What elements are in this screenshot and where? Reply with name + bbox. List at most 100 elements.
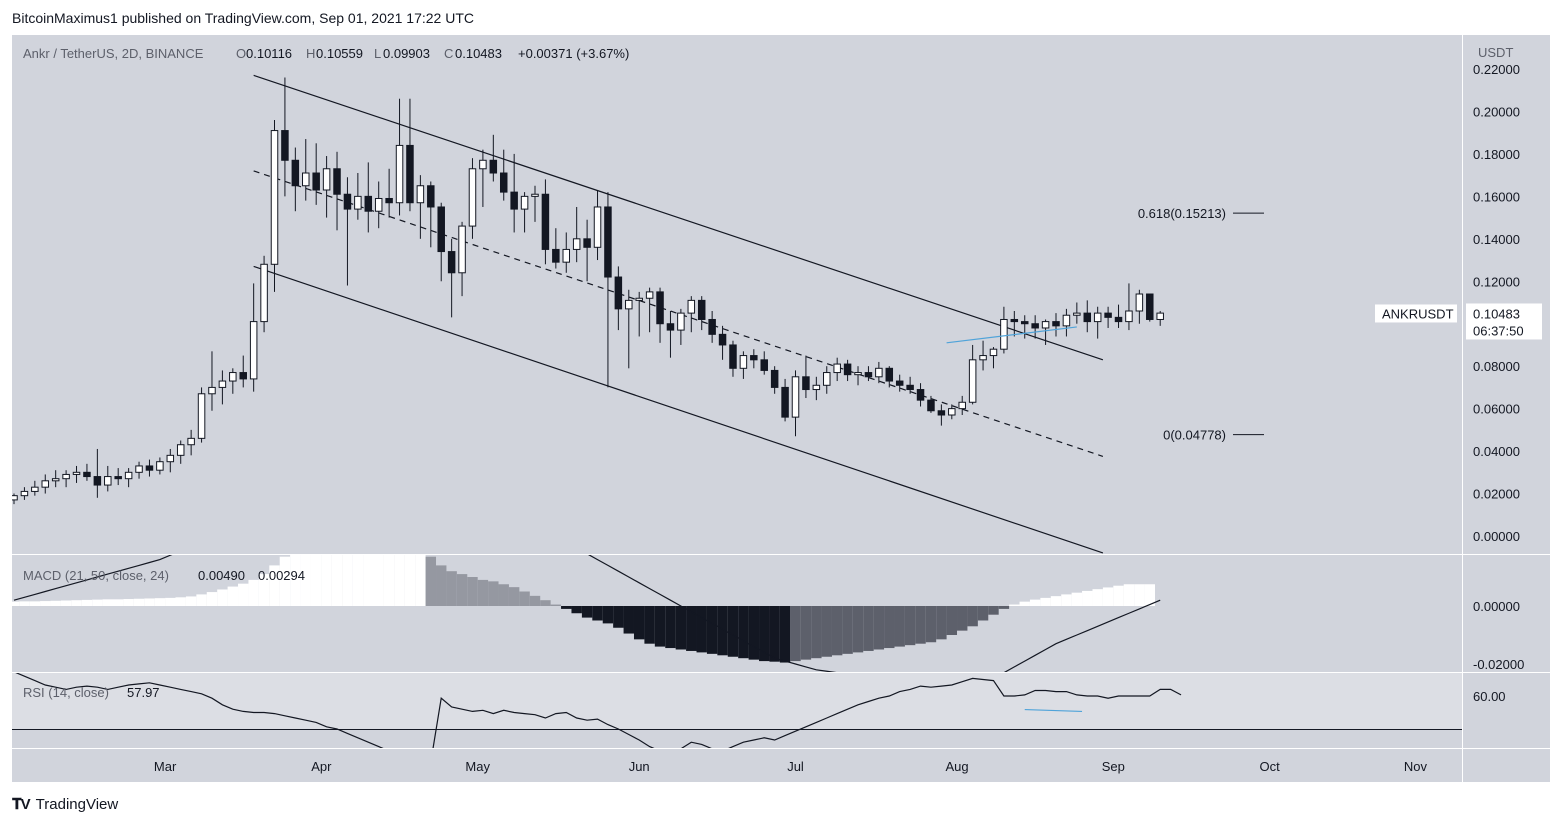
candle-body [875,367,883,378]
macd-histogram-bar [425,556,437,606]
candle-body [885,367,894,382]
candle-body [374,197,383,212]
candle-body [322,168,331,191]
fib-level-label: 0(0.04778) [1163,428,1226,443]
candle-body [760,359,768,371]
candle-body [687,299,696,314]
candle-body [62,473,70,480]
macd-histogram-bar [759,606,770,662]
price-tick-label: 0.18000 [1473,147,1520,162]
candle-body [968,359,977,403]
candle-body [1031,323,1039,329]
price-axis: 0.22000 0.20000 0.18000 0.16000 0.14000 0.120… [1375,62,1542,704]
candle-body [302,172,310,187]
macd-histogram-bar [331,555,343,606]
candle-body [677,312,685,331]
macd-histogram-bar [81,599,93,606]
macd-histogram-bar [894,606,905,647]
candle-body [72,471,81,475]
candle-body [166,454,175,463]
price-tick-label: 0.04000 [1473,444,1520,459]
macd-histogram-bar [154,598,166,606]
candle-body [249,321,258,380]
macd-histogram-bar [811,606,822,659]
macd-axis-label: -0.02000 [1473,657,1524,672]
time-tick-label: Jul [787,759,804,774]
macd-histogram-bar [727,606,739,657]
time-axis-bg [12,748,1462,782]
macd-histogram-bar [1040,597,1051,606]
macd-histogram-bar [581,606,593,618]
candle-body [416,185,425,204]
candle-body [312,172,320,191]
price-tick-label: 0.06000 [1473,402,1520,417]
tradingview-logo-icon: 𝐓V [12,796,31,813]
candle-body [229,372,237,382]
candle-body [718,333,727,346]
candle-body [333,168,341,195]
macd-histogram-bar [592,606,603,621]
macd-legend-signal: 0.00294 [258,568,305,583]
macd-histogram-bar [748,606,760,660]
candle-body [750,355,758,361]
candle-body [1052,321,1060,327]
candle-body [447,251,456,274]
candle-body [176,444,185,456]
rsi-line [15,673,1182,748]
macd-histogram-bar [946,606,958,635]
macd-histogram-bar [1029,599,1041,606]
candle-body [156,461,164,471]
time-tick-label: Oct [1259,759,1280,774]
candle-body [510,191,518,210]
macd-histogram-bar [279,556,291,606]
candle-body [458,225,466,274]
macd-histogram-bar [1082,590,1093,606]
candle-body [479,159,487,170]
candle-body [937,410,946,416]
rsi-legend-value: 57.97 [127,685,160,700]
macd-histogram-bar [477,579,489,606]
candle-body [197,393,206,439]
candle-body [927,399,935,412]
macd-histogram-bar [92,599,103,606]
candle-body [1125,310,1133,323]
candle-body [812,384,821,391]
macd-histogram-bar [696,606,707,653]
candle-body [1000,318,1008,350]
rsi-band-bg [12,673,1462,729]
candle-body [281,130,289,161]
time-tick-label: May [465,759,490,774]
candle-body [364,195,373,212]
candle-body [208,386,216,395]
macd-histogram-bar [227,586,239,606]
price-plot: 0.618(0.15213) 0(0.04778) [12,74,1264,554]
macd-histogram-bar [665,606,676,649]
macd-histogram-bar [769,606,780,662]
candle-body [1062,314,1071,327]
candle-body [1146,293,1154,320]
macd-histogram-bar [1071,592,1083,606]
candle-body [395,144,404,204]
candle-body [489,159,498,174]
last-price-tag [1466,303,1542,340]
candle-body [604,206,612,278]
macd-histogram-bar [540,600,551,606]
macd-histogram-bar [571,606,582,614]
macd-histogram-bar [321,555,332,606]
candle-body [1135,293,1144,312]
candle-body [260,263,268,323]
macd-histogram-bar [488,581,499,606]
macd-histogram-bar [373,555,384,606]
candle-body [1041,321,1050,329]
ohlc-open-label: O [236,46,246,61]
candle-body [437,206,445,253]
macd-histogram-bar [436,565,447,606]
candle-body [1020,321,1029,325]
candle-body [729,344,737,369]
rsi-divergence-line [1024,708,1083,713]
candle-body [520,195,529,210]
macd-histogram-bar [12,601,20,606]
candle-body [1104,312,1112,318]
candle-body [823,372,831,386]
